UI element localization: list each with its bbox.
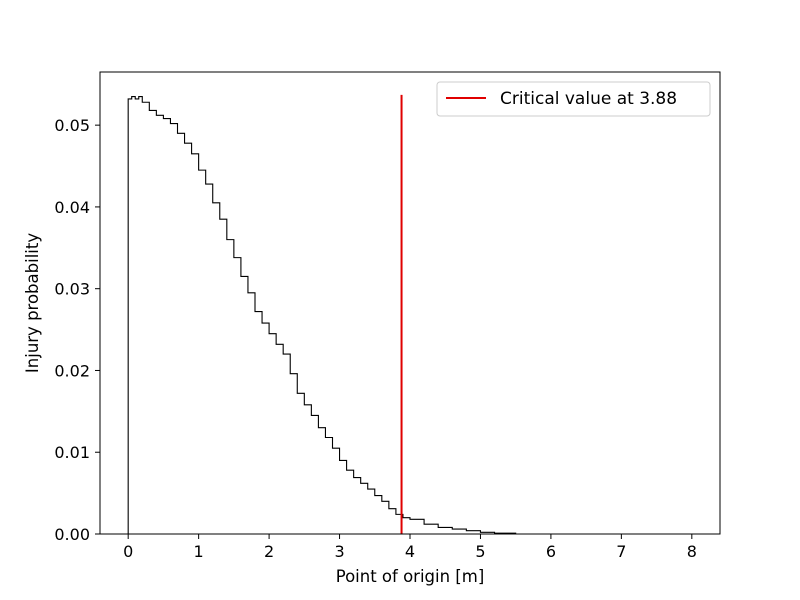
y-tick-label: 0.02 [54, 361, 90, 380]
y-tick-label: 0.04 [54, 198, 90, 217]
y-tick-label: 0.01 [54, 443, 90, 462]
series-line-injury-probability [127, 95, 692, 535]
ticks-layer: 0 1 2 3 4 5 6 7 8 0.00 0.01 0.02 0.03 0.04 0.05 [54, 116, 697, 561]
y-tick-label: 0.05 [54, 116, 90, 135]
y-tick-label: 0.03 [54, 280, 90, 299]
x-axis-label: Point of origin [m] [336, 567, 485, 586]
legend: Critical value at 3.88 [436, 81, 711, 117]
x-tick-label: 7 [616, 542, 626, 561]
x-tick-label: 1 [194, 542, 204, 561]
x-tick-label: 2 [264, 542, 274, 561]
legend-label-critical-line: Critical value at 3.88 [500, 89, 677, 109]
legend-box [436, 81, 711, 117]
x-tick-label: 4 [405, 542, 415, 561]
y-tick-label: 0.00 [54, 525, 90, 544]
x-tick-label: 5 [475, 542, 485, 561]
x-tick-label: 6 [546, 542, 556, 561]
x-tick-label: 8 [687, 542, 697, 561]
x-tick-label: 3 [334, 542, 344, 561]
plot-layer [127, 94, 692, 535]
x-tick-label: 0 [123, 542, 133, 561]
y-axis-label: Injury probability [23, 233, 42, 373]
